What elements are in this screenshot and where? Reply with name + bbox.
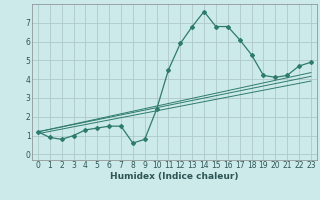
X-axis label: Humidex (Indice chaleur): Humidex (Indice chaleur) (110, 172, 239, 181)
